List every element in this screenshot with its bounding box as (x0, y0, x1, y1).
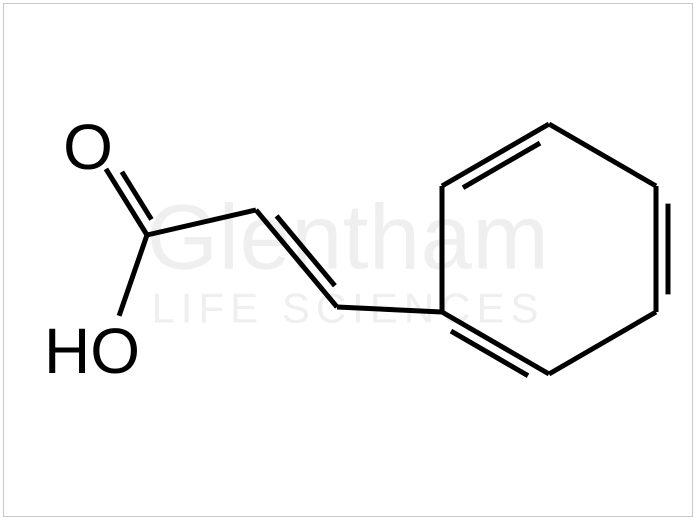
canvas: Glentham LIFE SCIENCES OHO (0, 0, 696, 520)
bond (549, 124, 656, 186)
bond (119, 235, 147, 316)
bond (122, 172, 152, 220)
bond (277, 216, 335, 286)
bond (442, 312, 549, 374)
bond (337, 307, 442, 312)
bond (549, 312, 656, 374)
bond (147, 210, 256, 235)
chemical-structure: O HO (0, 0, 696, 520)
bond (442, 124, 549, 186)
atom-label-o_dbl: O (63, 111, 113, 183)
atom-label-o_h: HO (44, 315, 140, 387)
bond (256, 210, 337, 307)
